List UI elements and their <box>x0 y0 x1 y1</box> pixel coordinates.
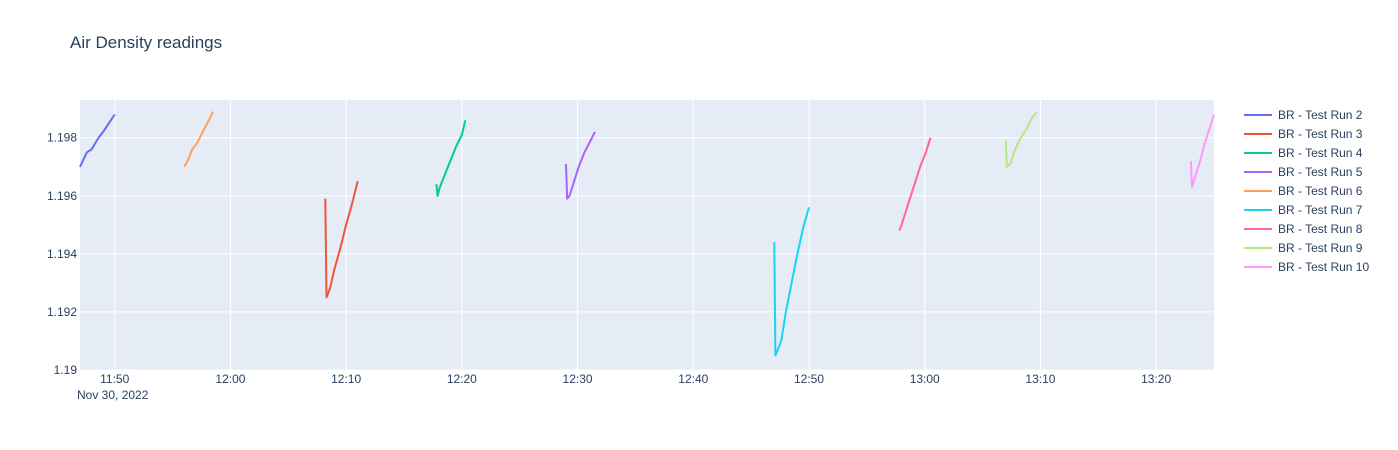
x-tick-label: 12:50 <box>794 372 824 386</box>
series-line-9 <box>1189 114 1215 189</box>
x-tick-label: 13:20 <box>1141 372 1171 386</box>
x-tick-label: 12:20 <box>447 372 477 386</box>
legend-label: BR - Test Run 4 <box>1278 146 1363 160</box>
legend-item[interactable]: BR - Test Run 3 <box>1244 127 1363 141</box>
y-axis-ticks: 1.19 1.192 1.194 1.196 1.198 <box>47 131 77 377</box>
series-lines <box>79 110 1215 357</box>
legend[interactable]: BR - Test Run 2 BR - Test Run 3 BR - Test … <box>1244 108 1369 274</box>
chart-title: Air Density readings <box>70 33 223 52</box>
x-tick-label: 12:00 <box>215 372 245 386</box>
legend-label: BR - Test Run 7 <box>1278 203 1363 217</box>
y-tick-label: 1.198 <box>47 131 77 145</box>
series-line-4 <box>565 131 596 200</box>
legend-label: BR - Test Run 9 <box>1278 241 1363 255</box>
legend-item[interactable]: BR - Test Run 6 <box>1244 184 1363 198</box>
x-tick-label: 12:40 <box>678 372 708 386</box>
legend-item[interactable]: BR - Test Run 7 <box>1244 203 1363 217</box>
legend-label: BR - Test Run 6 <box>1278 184 1363 198</box>
y-gridlines <box>80 137 1214 371</box>
series-line-5 <box>183 111 214 168</box>
x-axis-ticks: 11:50 12:00 12:10 12:20 12:30 12:40 12:50 13:00… <box>100 372 1171 386</box>
legend-label: BR - Test Run 2 <box>1278 108 1363 122</box>
y-tick-label: 1.192 <box>47 305 77 319</box>
legend-item[interactable]: BR - Test Run 8 <box>1244 222 1363 236</box>
legend-label: BR - Test Run 10 <box>1278 260 1369 274</box>
series-line-7 <box>898 137 932 231</box>
series-line-2 <box>324 181 359 299</box>
y-tick-label: 1.19 <box>54 363 78 377</box>
y-tick-label: 1.196 <box>47 189 77 203</box>
series-line-6 <box>773 207 810 357</box>
series-line-1 <box>79 113 116 168</box>
legend-item[interactable]: BR - Test Run 2 <box>1244 108 1363 122</box>
series-line-8 <box>1004 110 1038 168</box>
legend-item[interactable]: BR - Test Run 9 <box>1244 241 1363 255</box>
plot-area <box>80 100 1214 370</box>
x-gridlines <box>114 100 1157 370</box>
x-tick-label: 13:10 <box>1025 372 1055 386</box>
legend-item[interactable]: BR - Test Run 5 <box>1244 165 1363 179</box>
x-tick-label: 13:00 <box>910 372 940 386</box>
legend-label: BR - Test Run 8 <box>1278 222 1363 236</box>
x-axis-date-label: Nov 30, 2022 <box>77 388 149 402</box>
legend-label: BR - Test Run 5 <box>1278 165 1363 179</box>
x-tick-label: 12:10 <box>331 372 361 386</box>
y-tick-label: 1.194 <box>47 247 77 261</box>
legend-item[interactable]: BR - Test Run 4 <box>1244 146 1363 160</box>
x-tick-label: 12:30 <box>563 372 593 386</box>
legend-label: BR - Test Run 3 <box>1278 127 1363 141</box>
series-line-3 <box>435 120 467 197</box>
legend-item[interactable]: BR - Test Run 10 <box>1244 260 1369 274</box>
x-tick-label: 11:50 <box>100 372 129 386</box>
